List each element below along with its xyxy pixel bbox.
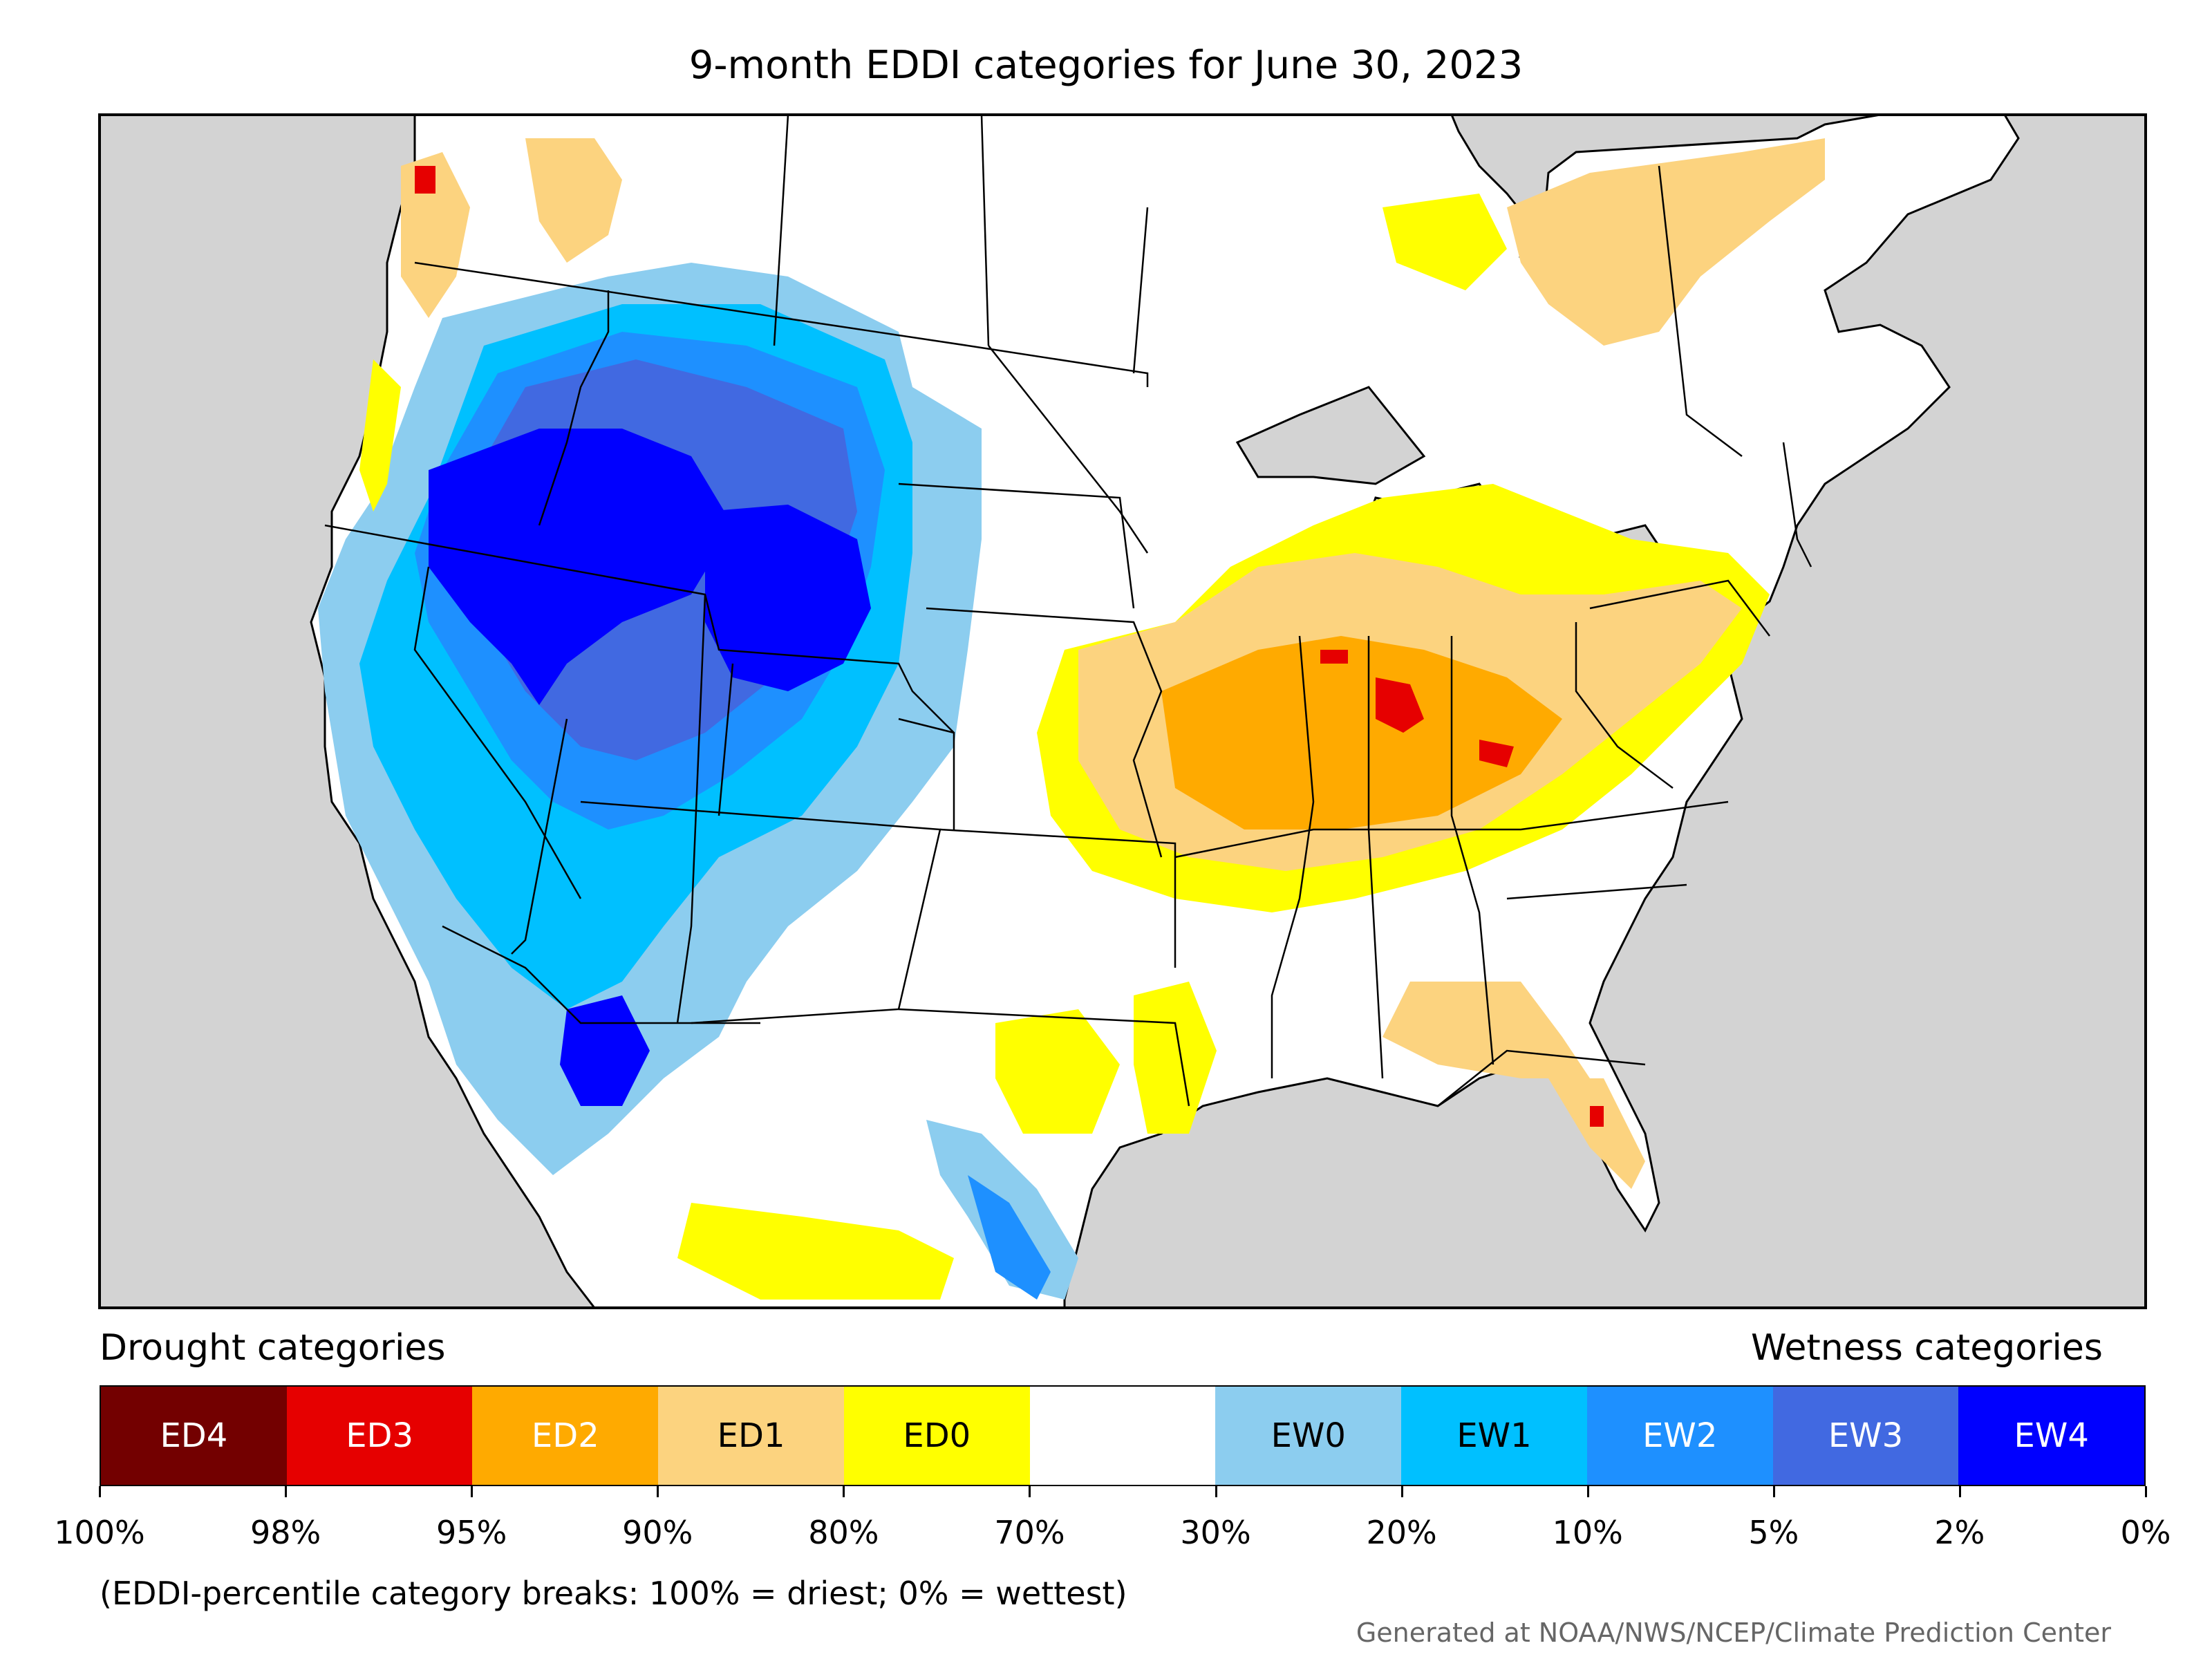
- tick-mark: [657, 1486, 659, 1497]
- tick-label: 70%: [994, 1514, 1065, 1551]
- tick-mark: [1400, 1486, 1403, 1497]
- legend-cell-ed2: ED2: [472, 1387, 659, 1485]
- legend-cell-ew4: EW4: [1958, 1387, 2145, 1485]
- tick-mark: [1215, 1486, 1217, 1497]
- legend-cell-ed1: ED1: [658, 1387, 844, 1485]
- tick-label: 10%: [1552, 1514, 1623, 1551]
- legend-cell-ew3: EW3: [1772, 1387, 1959, 1485]
- tick-mark: [285, 1486, 288, 1497]
- tick-mark: [1772, 1486, 1775, 1497]
- tick-label: 2%: [1934, 1514, 1985, 1551]
- tick-label: 100%: [54, 1514, 145, 1551]
- drought-categories-heading: Drought categories: [100, 1327, 446, 1369]
- tick-label: 20%: [1366, 1514, 1437, 1551]
- tick-label: 98%: [250, 1514, 321, 1551]
- category-colorbar: ED4 ED3 ED2 ED1 ED0 EW0 EW1 EW2 EW3 EW4: [100, 1385, 2146, 1486]
- tick-mark: [843, 1486, 845, 1497]
- tick-label: 80%: [808, 1514, 879, 1551]
- tick-mark: [1958, 1486, 1961, 1497]
- state-boundaries: [324, 114, 1812, 1107]
- legend-cell-ew0: EW0: [1215, 1387, 1402, 1485]
- legend-cell-ew1: EW1: [1401, 1387, 1587, 1485]
- tick-mark: [1586, 1486, 1589, 1497]
- eddi-map: [98, 113, 2147, 1309]
- legend-cell-ew2: EW2: [1586, 1387, 1773, 1485]
- tick-mark: [99, 1486, 101, 1497]
- map-title: 9-month EDDI categories for June 30, 202…: [688, 43, 1524, 88]
- legend-cell-ed0: ED0: [843, 1387, 1030, 1485]
- legend-cell-neutral: [1029, 1387, 1216, 1485]
- tick-label: 5%: [1748, 1514, 1799, 1551]
- legend-cell-ed4: ED4: [101, 1387, 287, 1485]
- tick-label: 90%: [622, 1514, 693, 1551]
- credit-line: Generated at NOAA/NWS/NCEP/Climate Predi…: [1356, 1618, 2111, 1648]
- legend-cell-ed3: ED3: [286, 1387, 473, 1485]
- tick-label: 30%: [1180, 1514, 1251, 1551]
- tick-mark: [1029, 1486, 1031, 1497]
- tick-mark: [471, 1486, 474, 1497]
- tick-mark: [2145, 1486, 2147, 1497]
- category-breaks-note: (EDDI-percentile category breaks: 100% =…: [100, 1575, 1127, 1612]
- drought-regions: [359, 138, 1825, 1300]
- map-frame: [98, 113, 2147, 1309]
- tick-label: 0%: [2120, 1514, 2171, 1551]
- wetness-categories-heading: Wetness categories: [1751, 1327, 2103, 1369]
- tick-label: 95%: [436, 1514, 507, 1551]
